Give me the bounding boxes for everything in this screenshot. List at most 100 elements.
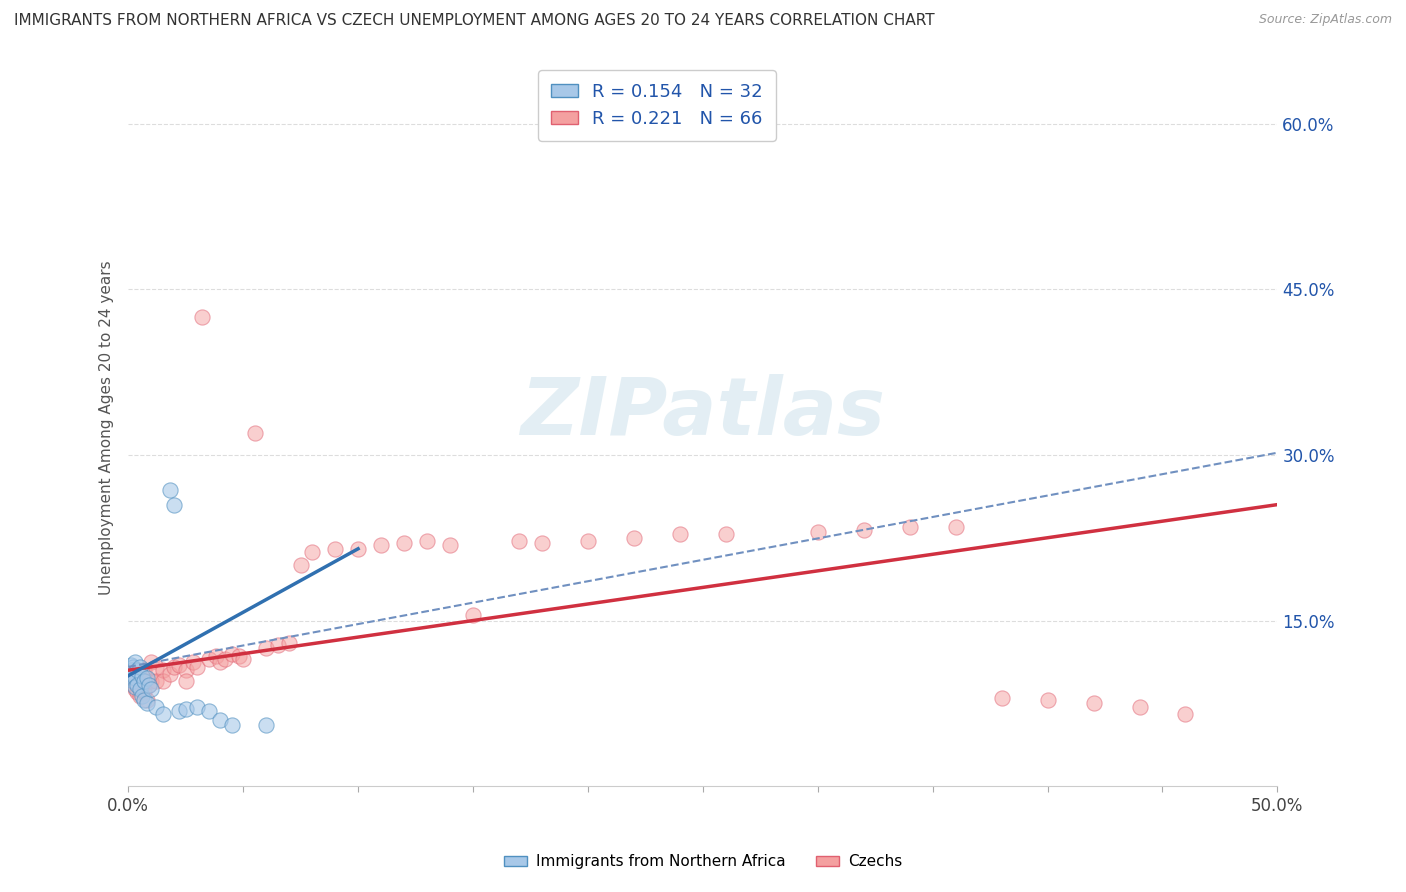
Point	[120, 663, 142, 677]
Point	[120, 674, 142, 689]
Point	[152, 707, 174, 722]
Legend: R = 0.154   N = 32, R = 0.221   N = 66: R = 0.154 N = 32, R = 0.221 N = 66	[538, 70, 776, 141]
Point	[439, 539, 461, 553]
Point	[807, 525, 830, 540]
Point	[127, 663, 149, 677]
Point	[131, 669, 153, 683]
Point	[852, 523, 875, 537]
Point	[159, 483, 181, 498]
Point	[290, 558, 312, 573]
Point	[347, 541, 370, 556]
Point	[145, 674, 167, 689]
Point	[181, 656, 204, 670]
Point	[159, 666, 181, 681]
Point	[167, 704, 190, 718]
Point	[945, 519, 967, 533]
Point	[163, 660, 186, 674]
Point	[898, 519, 921, 533]
Point	[128, 681, 150, 696]
Point	[134, 663, 156, 677]
Point	[209, 713, 232, 727]
Text: ZIPatlas: ZIPatlas	[520, 374, 886, 452]
Point	[197, 704, 219, 718]
Point	[1036, 693, 1059, 707]
Point	[174, 702, 197, 716]
Point	[152, 674, 174, 689]
Point	[278, 635, 301, 649]
Point	[131, 680, 153, 694]
Point	[254, 641, 277, 656]
Point	[221, 718, 243, 732]
Point	[138, 677, 160, 691]
Point	[135, 671, 157, 685]
Point	[127, 685, 149, 699]
Point	[990, 690, 1012, 705]
Legend: Immigrants from Northern Africa, Czechs: Immigrants from Northern Africa, Czechs	[498, 848, 908, 875]
Point	[163, 498, 186, 512]
Point	[121, 663, 143, 677]
Point	[121, 677, 143, 691]
Point	[141, 674, 163, 689]
Point	[135, 693, 157, 707]
Point	[121, 666, 143, 681]
Point	[204, 648, 226, 663]
Point	[191, 310, 214, 324]
Point	[186, 660, 208, 674]
Point	[120, 669, 142, 683]
Point	[124, 671, 146, 685]
Point	[461, 607, 484, 622]
Point	[1083, 696, 1105, 710]
Point	[167, 657, 190, 672]
Point	[323, 541, 346, 556]
Point	[128, 671, 150, 685]
Point	[145, 660, 167, 674]
Point	[243, 425, 266, 440]
Point	[128, 689, 150, 703]
Point	[127, 677, 149, 691]
Point	[392, 536, 415, 550]
Point	[714, 527, 737, 541]
Point	[197, 652, 219, 666]
Point	[669, 527, 692, 541]
Point	[221, 647, 243, 661]
Point	[174, 663, 197, 677]
Point	[1174, 707, 1197, 722]
Point	[127, 666, 149, 681]
Point	[120, 669, 142, 683]
Point	[135, 696, 157, 710]
Point	[266, 638, 288, 652]
Point	[576, 534, 599, 549]
Point	[134, 693, 156, 707]
Point	[1128, 699, 1150, 714]
Point	[623, 531, 645, 545]
Point	[186, 699, 208, 714]
Y-axis label: Unemployment Among Ages 20 to 24 years: Unemployment Among Ages 20 to 24 years	[100, 260, 114, 595]
Point	[174, 674, 197, 689]
Point	[124, 656, 146, 670]
Point	[370, 539, 392, 553]
Point	[134, 674, 156, 689]
Text: IMMIGRANTS FROM NORTHERN AFRICA VS CZECH UNEMPLOYMENT AMONG AGES 20 TO 24 YEARS : IMMIGRANTS FROM NORTHERN AFRICA VS CZECH…	[14, 13, 935, 29]
Point	[131, 669, 153, 683]
Point	[530, 536, 553, 550]
Point	[301, 545, 323, 559]
Text: Source: ZipAtlas.com: Source: ZipAtlas.com	[1258, 13, 1392, 27]
Point	[254, 718, 277, 732]
Point	[209, 656, 232, 670]
Point	[416, 534, 439, 549]
Point	[135, 674, 157, 689]
Point	[131, 689, 153, 703]
Point	[214, 652, 236, 666]
Point	[138, 677, 160, 691]
Point	[232, 652, 254, 666]
Point	[124, 680, 146, 694]
Point	[124, 681, 146, 696]
Point	[128, 660, 150, 674]
Point	[121, 660, 143, 674]
Point	[121, 674, 143, 689]
Point	[141, 656, 163, 670]
Point	[141, 681, 163, 696]
Point	[134, 685, 156, 699]
Point	[145, 699, 167, 714]
Point	[152, 663, 174, 677]
